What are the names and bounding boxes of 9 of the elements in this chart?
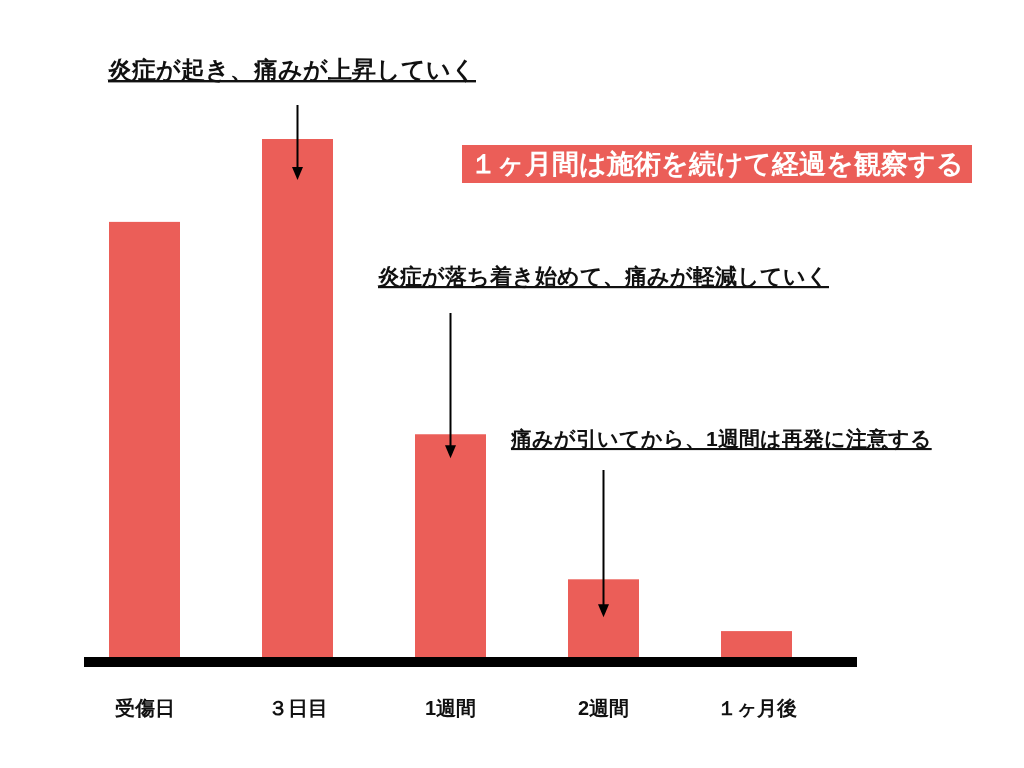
annotation: 炎症が落ち着き始めて、痛みが軽減していく: [377, 264, 829, 289]
x-tick-label: 受傷日: [114, 697, 175, 719]
annotation: １ヶ月間は施術を続けて経過を観察する: [470, 149, 964, 179]
x-tick-label: 2週間: [577, 697, 630, 719]
x-tick-label: 1週間: [424, 697, 477, 719]
text: 炎症が起き、痛みが上昇していく: [107, 56, 476, 83]
annotation: 痛みが引いてから、1週間は再発に注意する: [510, 427, 932, 451]
x-tick-label: ３日目: [267, 697, 328, 719]
x-tick-label: １ヶ月後: [716, 697, 797, 719]
